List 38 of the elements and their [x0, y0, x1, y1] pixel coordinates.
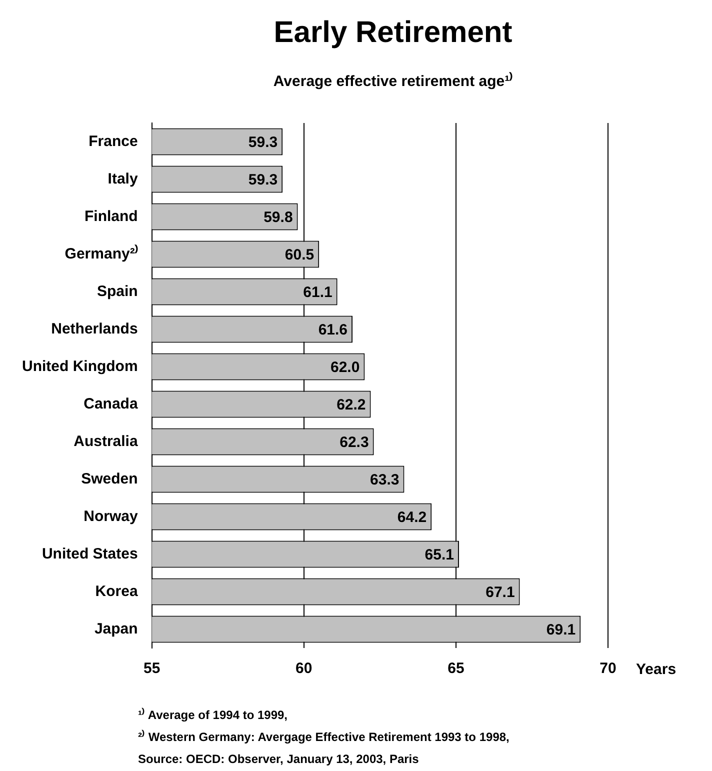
y-tick-label: Italy	[108, 170, 138, 188]
x-tick-label: 55	[143, 660, 160, 678]
data-label: 65.1	[424, 546, 454, 564]
y-tick-label: Canada	[84, 395, 138, 412]
data-label: 60.5	[284, 246, 314, 264]
y-tick-label: Norway	[84, 508, 138, 525]
chart-title: Early Retirement	[272, 16, 514, 50]
y-tick-label: Australia	[74, 432, 138, 450]
y-tick-label: Korea	[95, 582, 138, 600]
y-tick-label: Netherlands	[51, 320, 138, 338]
y-tick-label: Spain	[96, 282, 138, 300]
y-tick-label: Japan	[94, 620, 138, 638]
y-tick-label: Finland	[84, 208, 138, 225]
data-label: 64.2	[397, 508, 427, 526]
text: ²⁾ Western Germany: Avergage Effective Retirement 1993 to 1998,	[138, 728, 510, 746]
y-tick-label: United Kingdom	[22, 358, 138, 375]
data-label: 61.1	[303, 284, 332, 301]
y-tick-label: France	[88, 132, 138, 150]
data-label: 62.3	[340, 434, 369, 451]
x-tick-label: 65	[448, 660, 464, 678]
y-tick-label: Germany²⁾	[64, 244, 138, 262]
data-label: 62.2	[336, 396, 366, 414]
data-label: 67.1	[486, 584, 515, 601]
x-tick-label: 60	[296, 660, 312, 678]
text: ¹⁾ Average of 1994 to 1999,	[138, 706, 289, 724]
data-label: 63.3	[370, 471, 400, 488]
x-tick-label: 70	[600, 660, 616, 678]
data-label: 59.3	[248, 171, 278, 188]
x-axis-title: Years	[636, 661, 676, 678]
data-label: 62.0	[330, 358, 360, 376]
data-label: 59.8	[264, 208, 293, 226]
y-tick-label: United States	[42, 545, 138, 562]
y-tick-label: Sweden	[81, 470, 138, 488]
data-label: 59.3	[248, 134, 278, 151]
source-note: Source: OECD: Observer, January 13, 2003, Paris	[138, 751, 420, 768]
chart-subtitle: Average effective retirement age¹⁾	[272, 71, 514, 90]
data-label: 61.6	[318, 321, 348, 338]
data-label: 69.1	[546, 621, 576, 638]
